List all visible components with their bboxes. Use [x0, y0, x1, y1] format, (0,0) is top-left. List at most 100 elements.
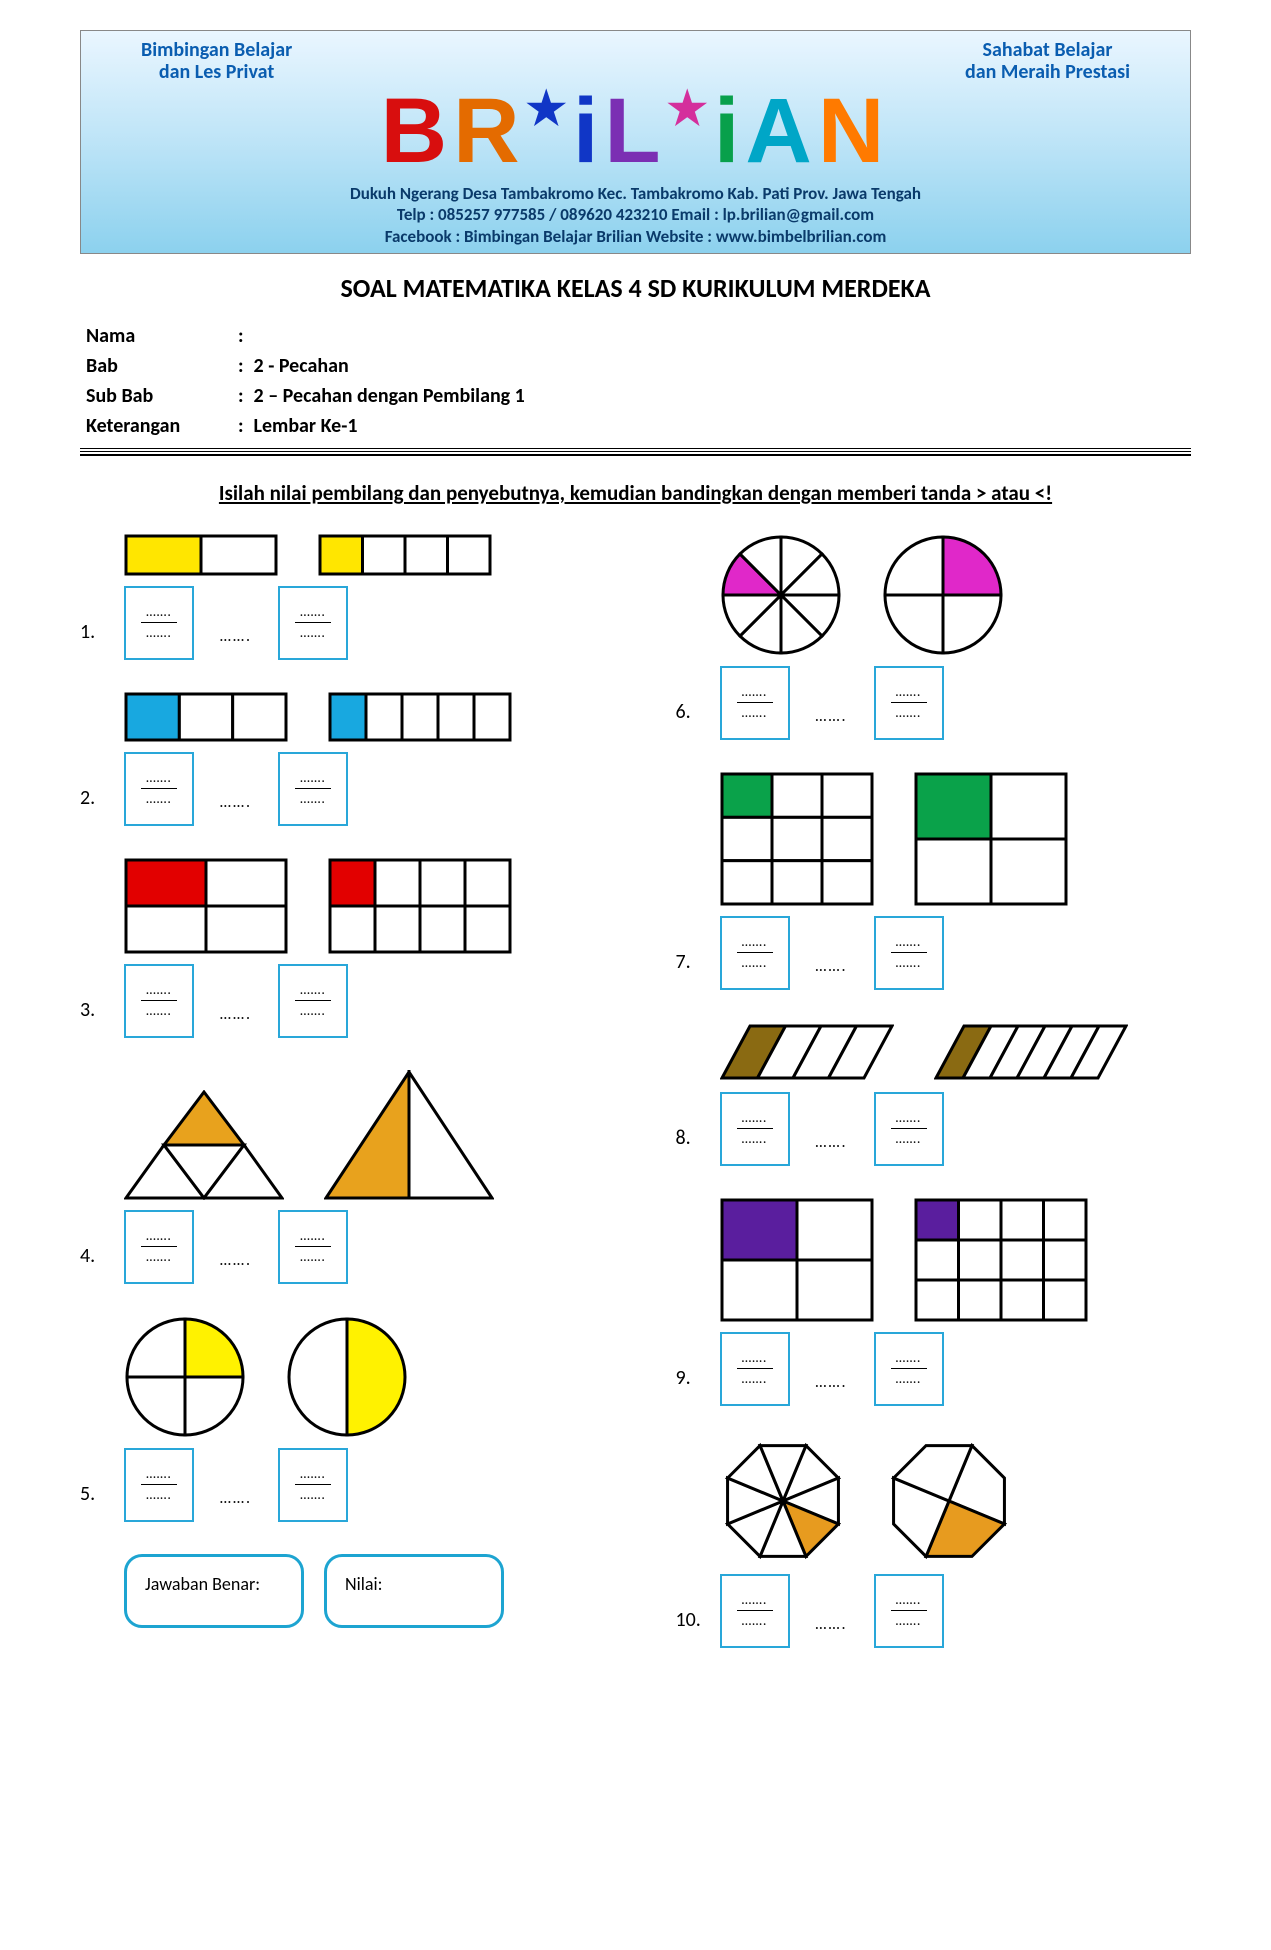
banner-address: Dukuh Ngerang Desa Tambakromo Kec. Tamba… [101, 183, 1170, 247]
shapes-row [124, 858, 596, 954]
numerator-dots: ……. [896, 1111, 922, 1125]
denominator-dots: ……. [146, 792, 172, 806]
fraction-box[interactable]: ……. ……. [124, 586, 194, 660]
question-number: 2. [80, 768, 124, 810]
fraction-line [891, 1610, 927, 1611]
fraction-line [891, 952, 927, 953]
fraction-line [295, 1484, 331, 1485]
denominator-dots: ……. [896, 956, 922, 970]
tagline-left: Bimbingan Belajar dan Les Privat [141, 39, 292, 83]
shape-b [324, 1070, 494, 1200]
fraction-line [295, 1246, 331, 1247]
meta-bab-value: 2 - Pecahan [250, 352, 529, 380]
fraction-box[interactable]: ……. ……. [874, 1574, 944, 1648]
fraction-line [891, 1128, 927, 1129]
fraction-box[interactable]: ……. ……. [874, 1332, 944, 1406]
fraction-box[interactable]: ……. ……. [720, 1332, 790, 1406]
shapes-row [720, 772, 1192, 906]
page-title: SOAL MATEMATIKA KELAS 4 SD KURIKULUM MER… [80, 272, 1191, 304]
score-nilai[interactable]: Nilai: [324, 1554, 504, 1628]
score-benar[interactable]: Jawaban Benar: [124, 1554, 304, 1628]
fraction-box[interactable]: ……. ……. [874, 916, 944, 990]
problem-p1: 1. ……. ……. ……. ……. ……. [80, 534, 596, 660]
problem-p10: 10. ……. ……. ……. ……. ……. [676, 1438, 1192, 1648]
fraction-box[interactable]: ……. ……. [278, 752, 348, 826]
numerator-dots: ……. [896, 1593, 922, 1607]
problem-p8: 8. ……. ……. ……. ……. ……. [676, 1022, 1192, 1166]
numerator-dots: ……. [146, 605, 172, 619]
compare-blank[interactable]: ……. [790, 1373, 874, 1406]
fraction-line [295, 622, 331, 623]
denominator-dots: ……. [300, 1250, 326, 1264]
compare-blank[interactable]: ……. [790, 957, 874, 990]
score-row: Jawaban Benar: Nilai: [124, 1554, 596, 1628]
fraction-box[interactable]: ……. ……. [720, 1092, 790, 1166]
numerator-dots: ……. [146, 1467, 172, 1481]
compare-blank[interactable]: ……. [790, 1133, 874, 1166]
fraction-box[interactable]: ……. ……. [278, 1210, 348, 1284]
shapes-row [720, 1022, 1192, 1082]
fraction-line [737, 1610, 773, 1611]
problems-col-left: 1. ……. ……. ……. ……. ……. 2. ……. ……. ……. ……… [80, 534, 596, 1680]
denominator-dots: ……. [146, 1004, 172, 1018]
shape-a [720, 1438, 846, 1564]
shape-b [886, 1438, 1012, 1564]
denominator-dots: ……. [742, 1372, 768, 1386]
fraction-box[interactable]: ……. ……. [278, 964, 348, 1038]
shapes-row [124, 692, 596, 742]
denominator-dots: ……. [742, 1132, 768, 1146]
compare-blank[interactable]: ……. [194, 793, 278, 826]
denominator-dots: ……. [896, 1614, 922, 1628]
fraction-line [737, 1128, 773, 1129]
denominator-dots: ……. [300, 1004, 326, 1018]
fraction-box[interactable]: ……. ……. [874, 1092, 944, 1166]
fraction-box[interactable]: ……. ……. [874, 666, 944, 740]
denominator-dots: ……. [146, 626, 172, 640]
numerator-dots: ……. [300, 605, 326, 619]
fraction-line [737, 702, 773, 703]
numerator-dots: ……. [742, 685, 768, 699]
shape-b [286, 1316, 408, 1438]
shape-a [124, 692, 288, 742]
numerator-dots: ……. [896, 1351, 922, 1365]
compare-blank[interactable]: ……. [194, 1489, 278, 1522]
address-line-2: Telp : 085257 977585 / 089620 423210 Ema… [397, 204, 874, 225]
shape-a [124, 1316, 246, 1438]
answer-row: 5. ……. ……. ……. ……. ……. [80, 1448, 596, 1522]
answer-row: 2. ……. ……. ……. ……. ……. [80, 752, 596, 826]
fraction-box[interactable]: ……. ……. [124, 964, 194, 1038]
shape-a [124, 534, 278, 576]
meta-colon: : [234, 322, 248, 350]
fraction-box[interactable]: ……. ……. [720, 1574, 790, 1648]
fraction-box[interactable]: ……. ……. [278, 586, 348, 660]
fraction-box[interactable]: ……. ……. [124, 1210, 194, 1284]
fraction-box[interactable]: ……. ……. [278, 1448, 348, 1522]
fraction-box[interactable]: ……. ……. [720, 916, 790, 990]
divider [80, 448, 1191, 456]
fraction-box[interactable]: ……. ……. [124, 752, 194, 826]
denominator-dots: ……. [146, 1488, 172, 1502]
shapes-row [124, 534, 596, 576]
denominator-dots: ……. [896, 1132, 922, 1146]
numerator-dots: ……. [896, 685, 922, 699]
compare-blank[interactable]: ……. [790, 1615, 874, 1648]
fraction-line [141, 1246, 177, 1247]
fraction-line [737, 1368, 773, 1369]
compare-blank[interactable]: ……. [790, 707, 874, 740]
compare-blank[interactable]: ……. [194, 1005, 278, 1038]
numerator-dots: ……. [300, 771, 326, 785]
shape-b [328, 692, 512, 742]
fraction-line [141, 622, 177, 623]
fraction-box[interactable]: ……. ……. [720, 666, 790, 740]
shape-b [882, 534, 1004, 656]
answer-row: 8. ……. ……. ……. ……. ……. [676, 1092, 1192, 1166]
compare-blank[interactable]: ……. [194, 1251, 278, 1284]
fraction-box[interactable]: ……. ……. [124, 1448, 194, 1522]
page: Bimbingan Belajar dan Les Privat Sahabat… [0, 0, 1271, 1720]
meta-nama-value [250, 322, 529, 350]
problem-p7: 7. ……. ……. ……. ……. ……. [676, 772, 1192, 990]
denominator-dots: ……. [742, 706, 768, 720]
compare-blank[interactable]: ……. [194, 627, 278, 660]
shape-a [124, 1090, 284, 1200]
fraction-line [891, 702, 927, 703]
